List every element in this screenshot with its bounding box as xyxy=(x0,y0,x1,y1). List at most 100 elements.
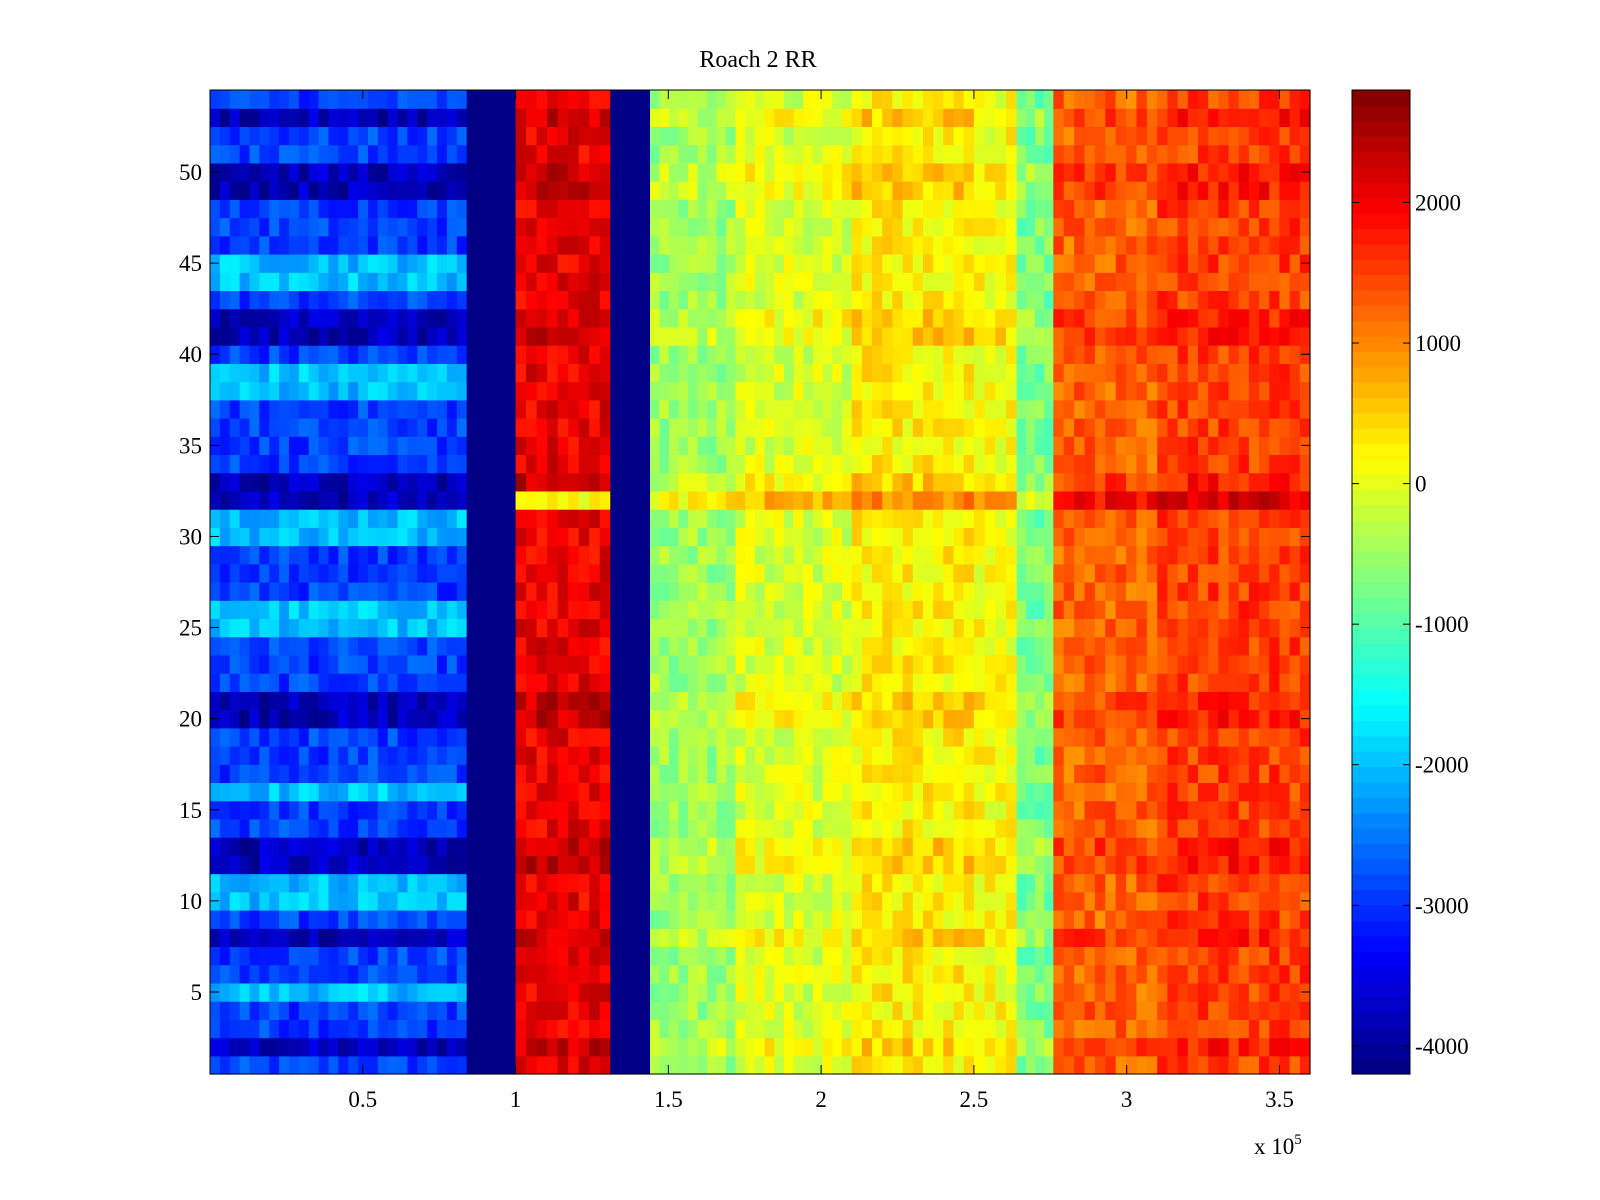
heatmap-cell xyxy=(902,618,914,638)
heatmap-cell xyxy=(726,764,737,784)
heatmap-cell xyxy=(697,381,708,401)
heatmap-cell xyxy=(1115,509,1127,528)
heatmap-cell xyxy=(557,636,569,656)
heatmap-cell xyxy=(745,873,756,893)
heatmap-cell xyxy=(1177,837,1189,856)
heatmap-cell xyxy=(446,582,458,601)
heatmap-cell xyxy=(446,873,458,893)
heatmap-cell xyxy=(716,873,727,893)
heatmap-cell xyxy=(456,910,468,929)
heatmap-cell xyxy=(466,928,517,948)
heatmap-cell xyxy=(745,1001,756,1020)
heatmap-cell xyxy=(328,1037,339,1057)
heatmap-cell xyxy=(229,181,241,200)
heatmap-cell xyxy=(1035,928,1045,948)
heatmap-cell xyxy=(1187,910,1199,929)
heatmap-cell xyxy=(726,199,737,219)
heatmap-cell xyxy=(812,509,824,528)
heatmap-cell xyxy=(922,636,934,656)
heatmap-cell xyxy=(678,636,689,656)
heatmap-cell xyxy=(526,563,538,583)
heatmap-cell xyxy=(578,199,590,219)
heatmap-cell xyxy=(943,1019,955,1039)
heatmap-cell xyxy=(417,691,428,711)
heatmap-cell xyxy=(1016,582,1027,601)
heatmap-cell xyxy=(882,308,894,328)
heatmap-cell xyxy=(1044,982,1054,1002)
heatmap-cell xyxy=(536,910,548,929)
heatmap-cell xyxy=(1025,90,1036,109)
heatmap-cell xyxy=(589,272,601,292)
heatmap-cell xyxy=(397,545,409,565)
heatmap-cell xyxy=(861,199,873,219)
heatmap-cell xyxy=(387,636,399,656)
heatmap-cell xyxy=(716,326,727,346)
heatmap-cell xyxy=(659,855,670,875)
heatmap-cell xyxy=(589,436,601,456)
heatmap-cell xyxy=(872,399,883,419)
heatmap-cell xyxy=(922,873,934,893)
heatmap-cell xyxy=(338,946,349,966)
heatmap-cell xyxy=(288,454,300,474)
heatmap-cell xyxy=(822,818,833,838)
heatmap-cell xyxy=(659,746,670,765)
heatmap-cell xyxy=(1094,673,1106,692)
heatmap-cell xyxy=(456,782,468,802)
heatmap-cell xyxy=(210,855,221,875)
heatmap-cell xyxy=(832,126,843,146)
heatmap-cell xyxy=(963,691,975,711)
heatmap-cell xyxy=(1025,399,1036,419)
heatmap-cell xyxy=(872,418,883,437)
heatmap-cell xyxy=(427,144,438,164)
heatmap-cell xyxy=(1126,490,1138,510)
heatmap-cell xyxy=(387,910,399,929)
heatmap-cell xyxy=(943,509,955,528)
heatmap-cell xyxy=(239,837,251,856)
heatmap-cell xyxy=(793,946,804,966)
heatmap-cell xyxy=(1016,199,1027,219)
heatmap-cell xyxy=(1126,144,1138,164)
heatmap-cell xyxy=(397,563,409,583)
heatmap-cell xyxy=(764,490,775,510)
heatmap-cell xyxy=(568,108,580,128)
heatmap-cell xyxy=(872,308,883,328)
heatmap-cell xyxy=(678,1019,689,1039)
heatmap-cell xyxy=(973,691,986,711)
heatmap-cell xyxy=(578,363,590,383)
heatmap-cell xyxy=(1105,910,1117,929)
heatmap-cell xyxy=(726,545,737,565)
heatmap-cell xyxy=(754,818,766,838)
heatmap-cell xyxy=(318,162,330,182)
heatmap-cell xyxy=(1074,545,1086,565)
heatmap-cell xyxy=(892,527,904,547)
heatmap-cell xyxy=(536,363,548,383)
heatmap-cell xyxy=(249,855,260,875)
heatmap-cell xyxy=(269,162,280,182)
heatmap-cell xyxy=(1053,90,1065,109)
heatmap-cell xyxy=(892,891,904,911)
heatmap-cell xyxy=(1208,1019,1219,1039)
heatmap-cell xyxy=(446,910,458,929)
heatmap-cell xyxy=(851,217,863,237)
heatmap-cell xyxy=(298,345,310,364)
heatmap-cell xyxy=(437,181,448,200)
heatmap-cell xyxy=(367,600,379,620)
heatmap-cell xyxy=(764,254,775,273)
heatmap-cell xyxy=(1167,855,1179,875)
heatmap-cell xyxy=(902,436,914,456)
heatmap-cell xyxy=(1115,126,1127,146)
heatmap-cell xyxy=(659,144,670,164)
heatmap-cell xyxy=(397,1055,409,1075)
heatmap-cell xyxy=(328,126,339,146)
heatmap-cell xyxy=(249,582,260,601)
heatmap-cell xyxy=(437,509,448,528)
heatmap-cell xyxy=(338,891,349,911)
heatmap-cell xyxy=(812,1019,824,1039)
heatmap-cell xyxy=(726,326,737,346)
heatmap-cell xyxy=(892,108,904,128)
heatmap-cell xyxy=(1105,636,1117,656)
heatmap-cell xyxy=(774,964,785,984)
heatmap-cell xyxy=(446,162,458,182)
heatmap-cell xyxy=(515,855,527,875)
